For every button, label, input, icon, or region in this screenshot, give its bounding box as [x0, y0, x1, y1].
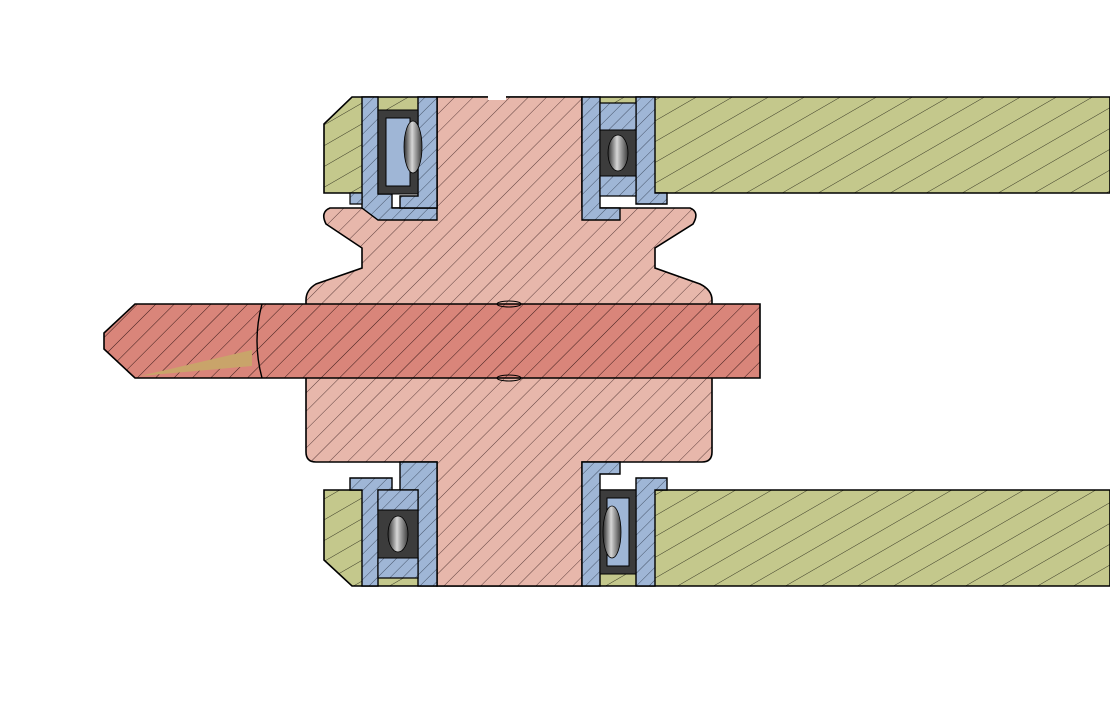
screw-tip-highlight	[140, 350, 252, 376]
bearing-top-left	[349, 96, 438, 221]
ball-icon	[403, 120, 423, 174]
ball-icon	[387, 515, 409, 553]
bearing-bottom-right	[581, 461, 668, 587]
bearing-bottom-left	[349, 461, 438, 587]
bearing-top-right	[581, 96, 668, 221]
ball-icon	[602, 505, 622, 559]
shaft	[103, 300, 761, 382]
ball-icon	[607, 134, 629, 172]
